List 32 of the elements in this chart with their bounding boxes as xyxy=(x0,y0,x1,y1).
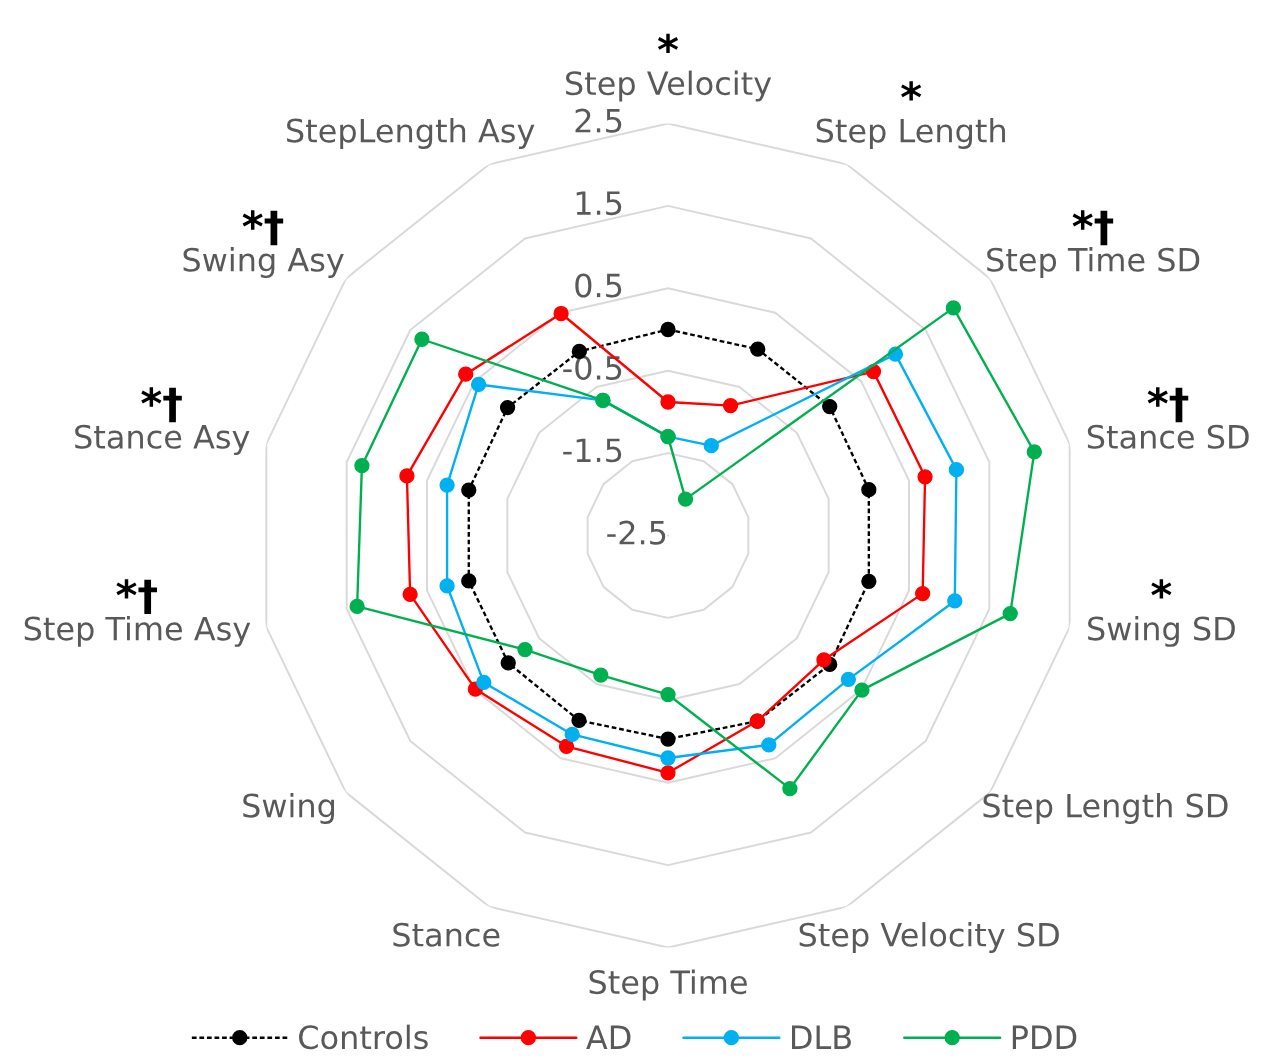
y-tick-label: -0.5 xyxy=(563,355,622,380)
y-tick-label: 0.5 xyxy=(575,273,622,298)
spoke-label: Step Time SD xyxy=(987,247,1200,279)
spoke-label: Swing Asy xyxy=(183,247,344,279)
text: * xyxy=(1151,579,1172,599)
legend-label: AD xyxy=(586,1025,631,1049)
spoke-label: Step Time xyxy=(589,969,747,1001)
y-tick-label: 2.5 xyxy=(575,108,622,133)
spoke-label: Stance Asy xyxy=(75,424,250,456)
spoke-label: Swing SD xyxy=(1088,615,1235,647)
spoke-label: Step Length SD xyxy=(983,792,1228,824)
text: *† xyxy=(141,387,182,423)
text: *† xyxy=(1147,387,1189,423)
legend-label: Controls xyxy=(299,1024,428,1050)
text: *† xyxy=(1072,210,1114,246)
legend-label: DLB xyxy=(791,1025,851,1049)
spoke-label: Stance SD xyxy=(1087,424,1249,449)
y-tick-label: 1.5 xyxy=(576,191,622,216)
spoke-label: Stance xyxy=(393,922,500,947)
text: * xyxy=(657,33,679,54)
spoke-label: Step Length xyxy=(816,118,1005,149)
spoke-label: Step Velocity SD xyxy=(799,922,1059,953)
spoke-label: StepLength Asy xyxy=(287,118,535,149)
text: *† xyxy=(242,210,284,246)
y-tick-label: -2.5 xyxy=(607,520,666,545)
spoke-label: Step Velocity xyxy=(566,70,772,102)
spoke-label: Swing xyxy=(243,792,334,824)
text: *† xyxy=(116,579,157,615)
y-tick-label: -1.5 xyxy=(563,438,622,463)
legend-label: PDD xyxy=(1012,1025,1077,1049)
spoke-label: Step Time Asy xyxy=(24,615,251,647)
text: * xyxy=(901,81,922,101)
